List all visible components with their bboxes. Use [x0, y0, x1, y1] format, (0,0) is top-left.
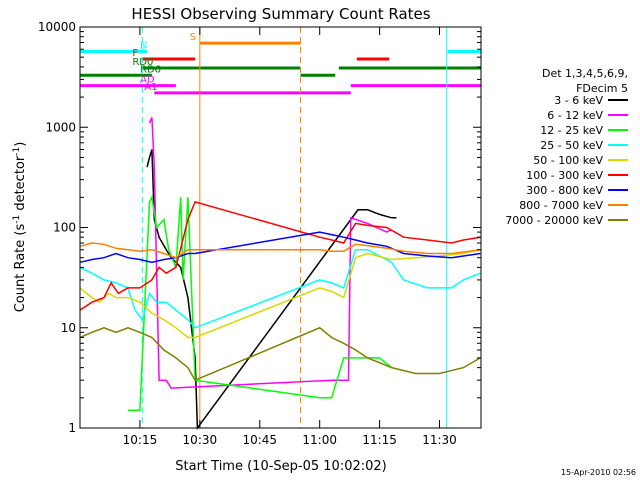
series-12-25-kev — [127, 194, 393, 412]
series-300-800-kev — [79, 231, 481, 264]
x-axis-ticks: 10:15 10:30 10:45 11:00 11:15 11:30 — [123, 27, 457, 447]
legend-label-800-7000-kev: 800 - 7000 keV — [519, 199, 603, 212]
x-tick-label-11:15: 11:15 — [362, 433, 397, 447]
flag-label-rd0: RD0 — [132, 57, 153, 68]
series-lines — [79, 117, 481, 431]
legend: Det 1,3,4,5,6,9, FDecim 53 - 6 keV 6 - 12 … — [505, 67, 628, 227]
series-6-12-kev — [148, 117, 392, 389]
chart-title: HESSI Observing Summary Count Rates — [131, 5, 430, 23]
legend-label-300-800-kev: 300 - 800 keV — [526, 184, 603, 197]
flag-label-s: S — [190, 32, 196, 43]
x-tick-label-10:15: 10:15 — [123, 433, 158, 447]
y-axis-label-end: ) — [13, 142, 28, 147]
x-tick-label-10:30: 10:30 — [183, 433, 218, 447]
x-tick-label-10:45: 10:45 — [242, 433, 277, 447]
y-tick-label-10000: 10000 — [38, 20, 76, 34]
y-tick-label-1: 1 — [68, 421, 76, 435]
legend-label-25-50-kev: 25 - 50 keV — [540, 139, 603, 152]
y-axis-label: Count Rate (s-1 detector-1) — [12, 142, 28, 313]
legend-label-6-12-kev: 6 - 12 keV — [547, 109, 603, 122]
flag-label-a1: A1 — [144, 82, 157, 93]
y-tick-label-10: 10 — [61, 321, 76, 335]
flag-label-f: F — [132, 48, 138, 59]
series-100-300-kev — [79, 200, 481, 311]
y-axis-label-sup1: -1 — [12, 215, 22, 224]
legend-header-1: FDecim 5 — [576, 82, 628, 95]
series-800-7000-kev — [79, 242, 481, 259]
series-50-100-kev — [79, 248, 481, 339]
y-axis-label-sup2: -1 — [12, 147, 22, 156]
legend-label-12-25-kev: 12 - 25 keV — [540, 124, 603, 137]
flag-label-n: N — [140, 40, 147, 51]
x-tick-label-11:00: 11:00 — [302, 433, 337, 447]
y-tick-label-1000: 1000 — [45, 120, 76, 134]
y-axis-label-main: Count Rate (s — [13, 224, 28, 313]
legend-header-0: Det 1,3,4,5,6,9, — [542, 67, 628, 80]
legend-label-7000-20000-kev: 7000 - 20000 keV — [505, 214, 603, 227]
flag-label-rd6: RD6 — [140, 64, 161, 75]
x-axis-label: Start Time (10-Sep-05 10:02:02) — [175, 459, 386, 474]
y-axis-label-mid: detector — [13, 155, 28, 215]
footer-timestamp: 15-Apr-2010 02:56 — [561, 468, 636, 477]
series-25-50-kev — [79, 248, 481, 329]
legend-label-50-100-kev: 50 - 100 keV — [533, 154, 603, 167]
y-axis-ticks: 1 10 100 1000 10000 — [38, 20, 481, 435]
legend-label-100-300-kev: 100 - 300 keV — [526, 169, 603, 182]
flag-label-ad: AD — [140, 75, 155, 86]
x-tick-label-11:30: 11:30 — [422, 433, 457, 447]
series-7000-20000-kev — [79, 326, 481, 382]
series-3-6-kev — [146, 149, 397, 431]
plot-frame — [79, 26, 482, 429]
legend-label-3-6-kev: 3 - 6 keV — [554, 94, 603, 107]
region-lines — [79, 27, 482, 428]
y-tick-label-100: 100 — [53, 221, 76, 235]
